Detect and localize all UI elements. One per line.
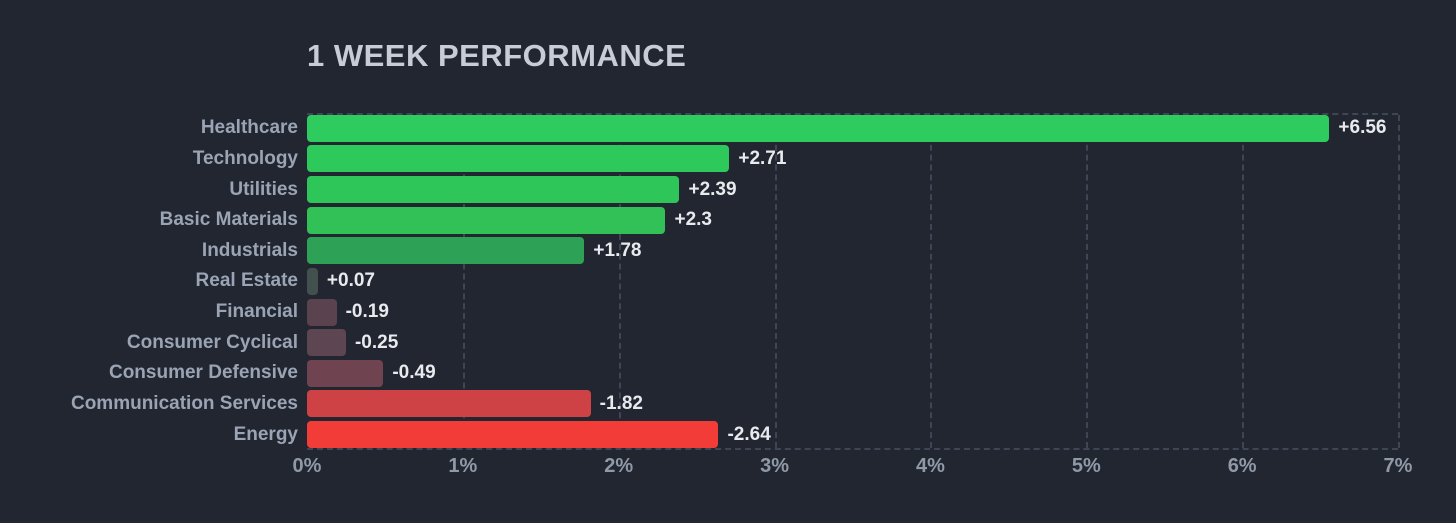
- bar-row: Consumer Cyclical -0.25: [0, 327, 1456, 358]
- bar-row: Consumer Defensive -0.49: [0, 358, 1456, 389]
- gridline-5pct: [1086, 115, 1089, 448]
- value-label: +2.71: [738, 147, 787, 169]
- bar-track: +2.71: [307, 145, 1427, 173]
- performance-bar: [307, 390, 591, 418]
- gridline-4pct: [930, 115, 933, 448]
- performance-bar: [307, 359, 384, 387]
- x-tick-label: 1%: [448, 455, 478, 477]
- bar-row: Healthcare +6.56: [0, 113, 1456, 144]
- gridline-2pct: [618, 115, 621, 448]
- x-tick-label: 7%: [1383, 455, 1413, 477]
- gridline-6pct: [1242, 115, 1245, 448]
- value-label: -0.49: [392, 362, 436, 384]
- category-label: Utilities: [229, 178, 298, 200]
- performance-bar: [307, 421, 719, 449]
- bar-row: Real Estate +0.07: [0, 266, 1456, 297]
- gridline-7pct: [1398, 115, 1400, 448]
- x-tick-label: 2%: [604, 455, 634, 477]
- performance-bar: [307, 114, 1330, 142]
- x-tick-label: 0%: [292, 455, 322, 477]
- category-label: Consumer Defensive: [108, 362, 298, 384]
- bar-row: Technology +2.71: [0, 144, 1456, 175]
- bar-track: -1.82: [307, 390, 1427, 418]
- x-tick-label: 6%: [1227, 455, 1257, 477]
- value-label: +2.39: [688, 178, 737, 200]
- value-label: +2.3: [674, 209, 712, 231]
- bar-row: Financial -0.19: [0, 297, 1456, 328]
- performance-bar: [307, 206, 666, 234]
- x-axis: 0% 1% 2% 3% 4% 5% 6% 7%: [293, 455, 1413, 481]
- bar-row: Communication Services -1.82: [0, 389, 1456, 420]
- value-label: +1.78: [593, 239, 642, 261]
- bar-track: +2.39: [307, 176, 1427, 204]
- bar-rows: Healthcare +6.56 Technology +2.71 Utilities +…: [0, 113, 1456, 450]
- chart-title: 1 WEEK PERFORMANCE: [307, 38, 687, 73]
- category-label: Industrials: [201, 239, 298, 261]
- bar-track: -0.25: [307, 329, 1427, 357]
- category-label: Communication Services: [70, 392, 298, 414]
- bar-track: +0.07: [307, 267, 1427, 295]
- value-label: +6.56: [1338, 117, 1387, 139]
- performance-bar: [307, 176, 680, 204]
- bar-track: +1.78: [307, 237, 1427, 265]
- gridline-1pct: [462, 115, 465, 448]
- bar-track: -2.64: [307, 421, 1427, 449]
- bar-row: Industrials +1.78: [0, 236, 1456, 267]
- category-label: Real Estate: [195, 270, 298, 292]
- value-label: -0.19: [345, 301, 389, 323]
- x-tick-label: 5%: [1071, 455, 1101, 477]
- value-label: +0.07: [326, 270, 375, 292]
- bar-track: +6.56: [307, 114, 1427, 142]
- performance-bar: [307, 298, 337, 326]
- x-tick-label: 3%: [760, 455, 790, 477]
- performance-bar: [307, 267, 318, 295]
- value-label: -2.64: [727, 423, 771, 445]
- value-label: -0.25: [354, 331, 399, 353]
- performance-bar: [307, 145, 730, 173]
- bar-track: +2.3: [307, 206, 1427, 234]
- bar-row: Utilities +2.39: [0, 174, 1456, 205]
- category-label: Basic Materials: [159, 209, 298, 231]
- category-label: Financial: [215, 301, 298, 323]
- bar-track: -0.49: [307, 359, 1427, 387]
- category-label: Healthcare: [200, 117, 298, 139]
- gridline-3pct: [774, 115, 777, 448]
- category-label: Consumer Cyclical: [126, 331, 298, 353]
- bar-track: -0.19: [307, 298, 1427, 326]
- plot-grid: [307, 113, 1400, 450]
- category-label: Energy: [233, 423, 298, 445]
- x-tick-label: 4%: [915, 455, 945, 477]
- category-label: Technology: [192, 147, 298, 169]
- performance-bar: [307, 329, 346, 357]
- bar-row: Energy -2.64: [0, 419, 1456, 450]
- bar-row: Basic Materials +2.3: [0, 205, 1456, 236]
- performance-bar: [307, 237, 585, 265]
- value-label: -1.82: [599, 392, 643, 414]
